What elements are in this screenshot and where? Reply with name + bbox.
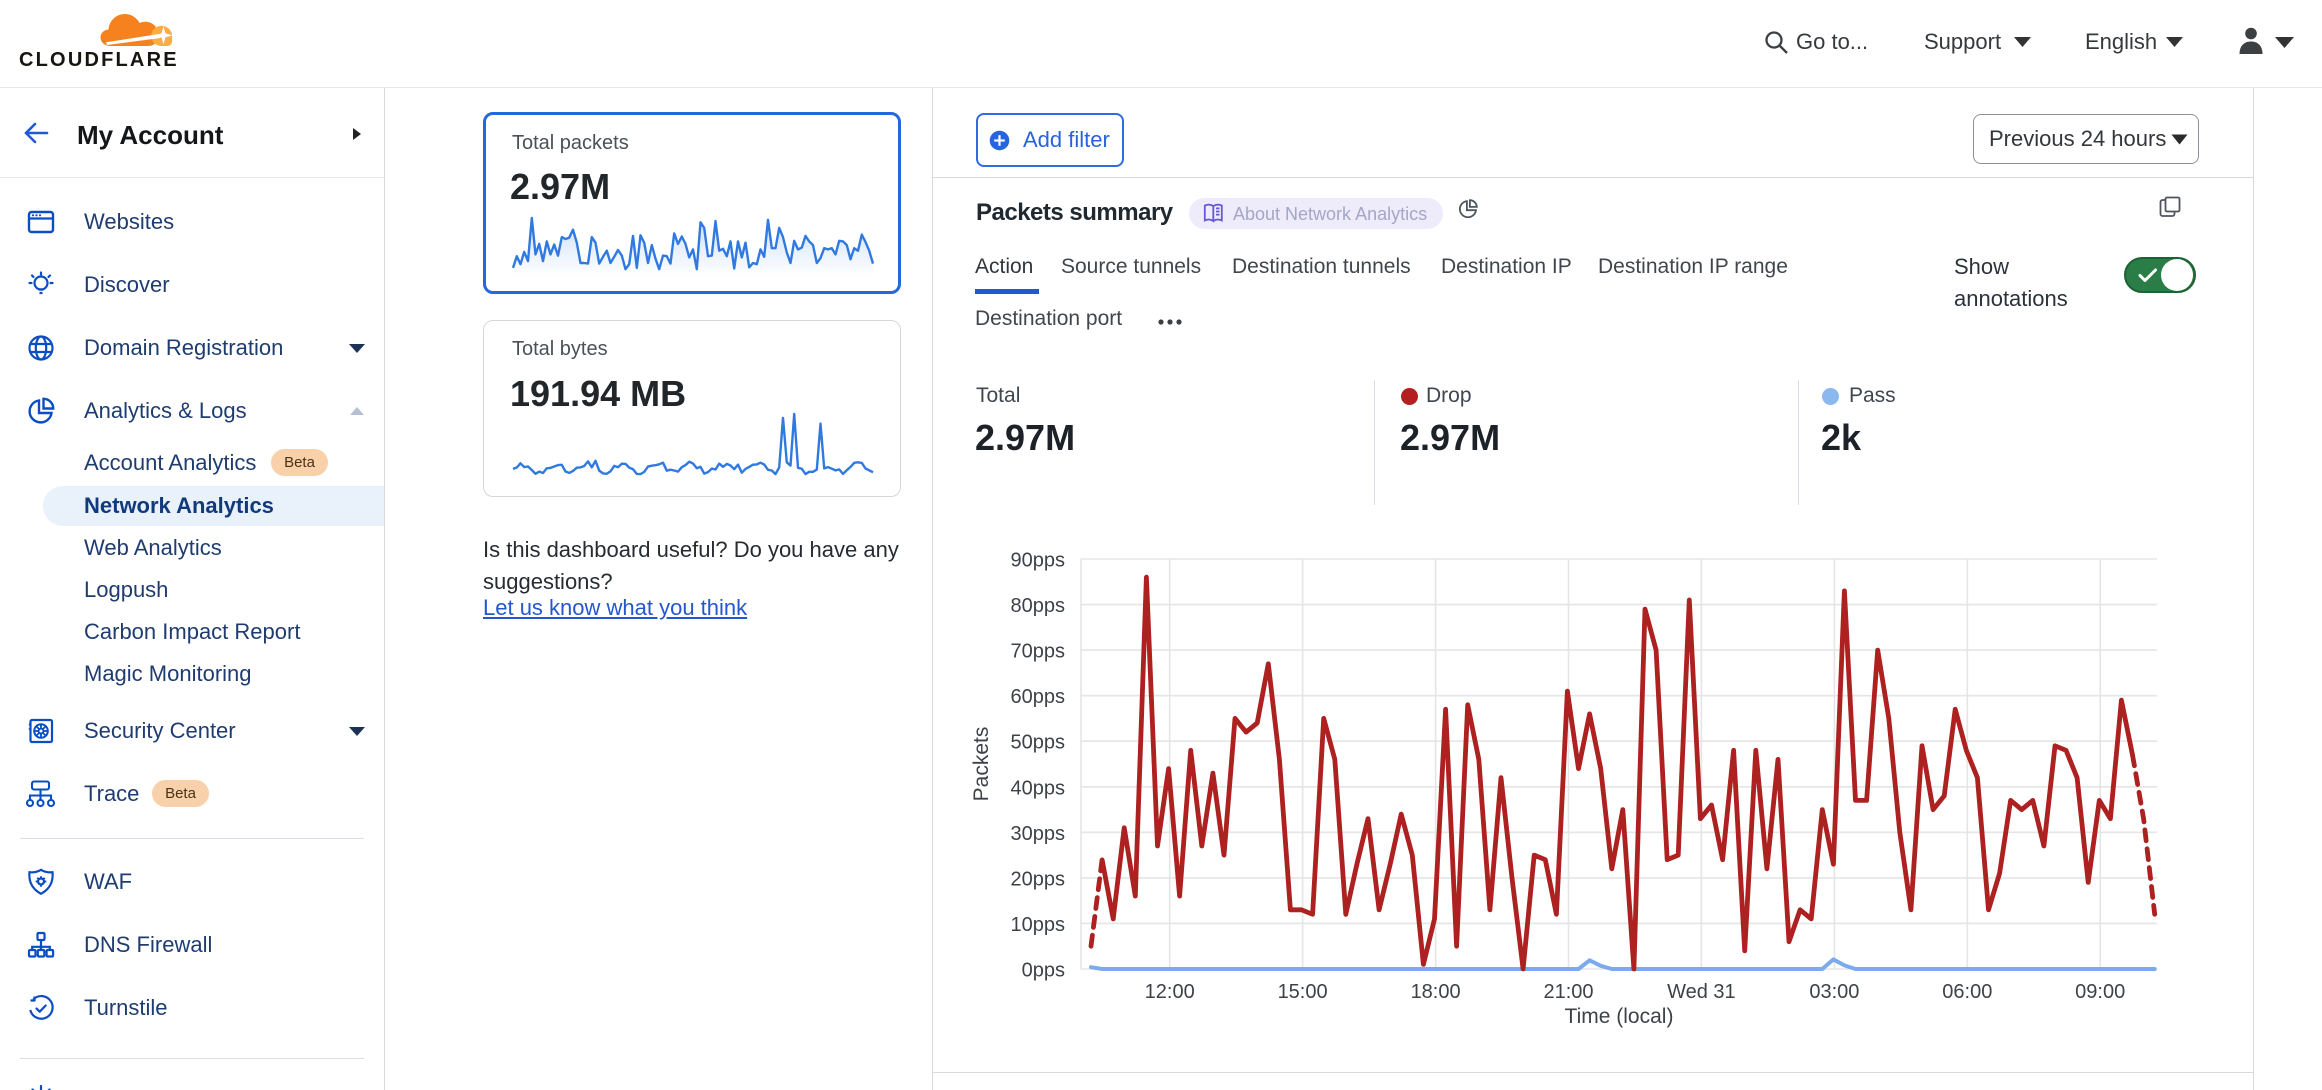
svg-text:06:00: 06:00: [1942, 981, 1992, 1003]
svg-text:50pps: 50pps: [1011, 732, 1066, 754]
svg-text:0pps: 0pps: [1022, 960, 1065, 982]
svg-text:Packets: Packets: [970, 727, 993, 802]
svg-text:18:00: 18:00: [1411, 981, 1461, 1003]
svg-text:80pps: 80pps: [1011, 595, 1066, 617]
svg-text:40pps: 40pps: [1011, 777, 1066, 799]
svg-text:Time (local): Time (local): [1565, 1005, 1674, 1028]
svg-text:20pps: 20pps: [1011, 868, 1066, 890]
svg-text:90pps: 90pps: [1011, 550, 1066, 572]
svg-text:70pps: 70pps: [1011, 641, 1066, 663]
svg-text:15:00: 15:00: [1278, 981, 1328, 1003]
svg-text:03:00: 03:00: [1809, 981, 1859, 1003]
svg-text:30pps: 30pps: [1011, 823, 1066, 845]
svg-text:10pps: 10pps: [1011, 914, 1066, 936]
svg-text:Wed 31: Wed 31: [1667, 981, 1736, 1003]
svg-text:09:00: 09:00: [2075, 981, 2125, 1003]
svg-text:12:00: 12:00: [1145, 981, 1195, 1003]
svg-text:21:00: 21:00: [1543, 981, 1593, 1003]
svg-text:60pps: 60pps: [1011, 686, 1066, 708]
